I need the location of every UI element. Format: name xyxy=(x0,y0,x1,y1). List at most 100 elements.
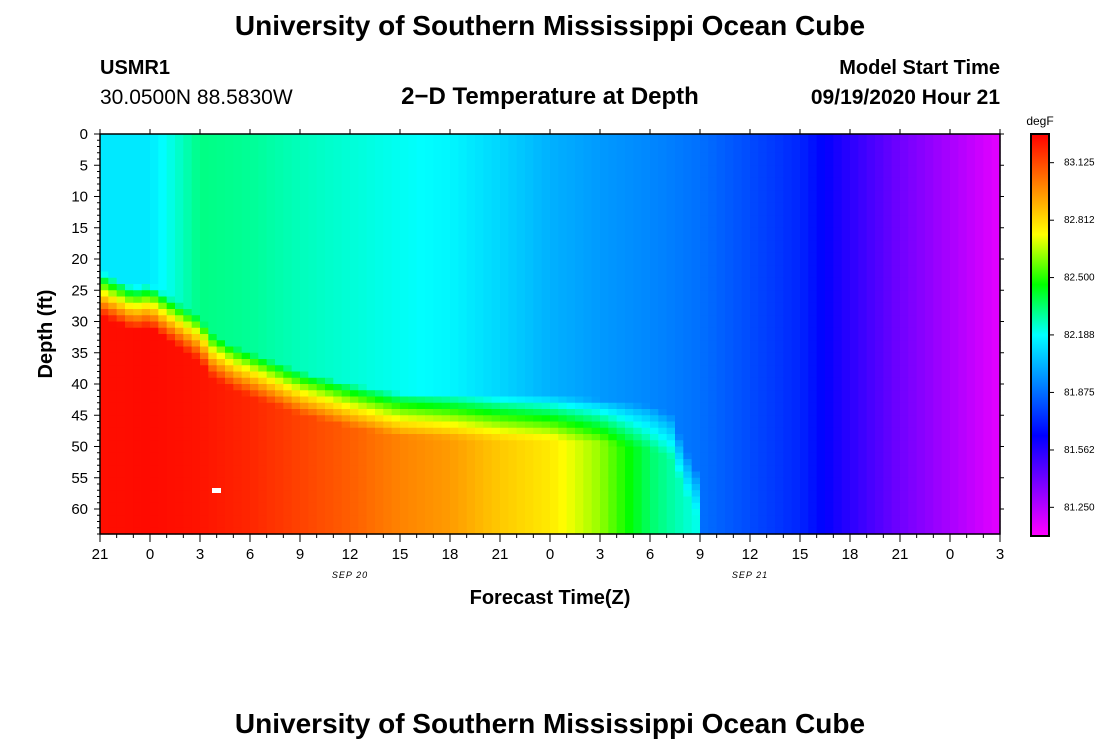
heatmap-cell xyxy=(150,527,159,535)
heatmap-cell xyxy=(533,452,543,460)
heatmap-cell xyxy=(391,459,401,466)
heatmap-cell xyxy=(566,259,576,266)
heatmap-cell xyxy=(366,515,376,523)
heatmap-cell xyxy=(316,515,326,523)
heatmap-cell xyxy=(625,202,634,210)
heatmap-cell xyxy=(591,452,601,460)
heatmap-cell xyxy=(491,240,501,248)
heatmap-cell xyxy=(316,265,326,273)
heatmap-cell xyxy=(616,290,626,298)
heatmap-cell xyxy=(283,246,293,254)
heatmap-cell xyxy=(225,252,234,260)
heatmap-cell xyxy=(183,171,193,179)
heatmap-cell xyxy=(250,365,259,373)
heatmap-cell xyxy=(441,184,451,191)
heatmap-cell xyxy=(325,296,334,304)
heatmap-cell xyxy=(650,340,659,348)
heatmap-cell xyxy=(100,402,109,410)
heatmap-cell xyxy=(450,315,459,323)
heatmap-cell xyxy=(241,309,251,316)
heatmap-cell xyxy=(208,202,218,210)
heatmap-cell xyxy=(150,477,159,485)
heatmap-cell xyxy=(541,490,551,498)
heatmap-cell xyxy=(725,446,734,454)
heatmap-cell xyxy=(616,452,626,460)
heatmap-cell xyxy=(208,465,218,473)
heatmap-cell xyxy=(483,165,493,173)
heatmap-cell xyxy=(525,252,534,260)
heatmap-cell xyxy=(441,302,451,310)
heatmap-cell xyxy=(483,140,493,148)
heatmap-cell xyxy=(558,321,568,329)
heatmap-cell xyxy=(216,446,226,454)
heatmap-cell xyxy=(183,152,193,160)
heatmap-cell xyxy=(725,434,734,441)
heatmap-cell xyxy=(650,240,659,248)
heatmap-cell xyxy=(225,327,234,335)
heatmap-cell xyxy=(608,190,618,198)
heatmap-cell xyxy=(483,377,493,385)
heatmap-cell xyxy=(650,459,659,466)
heatmap-cell xyxy=(691,390,701,398)
heatmap-cell xyxy=(708,171,718,179)
heatmap-cell xyxy=(658,340,668,348)
heatmap-cell xyxy=(633,465,643,473)
heatmap-cell xyxy=(383,365,393,373)
heatmap-cell xyxy=(675,221,684,229)
heatmap-cell xyxy=(108,152,118,160)
heatmap-cell xyxy=(141,365,151,373)
heatmap-cell xyxy=(741,165,751,173)
heatmap-cell xyxy=(425,252,434,260)
heatmap-cell xyxy=(216,409,226,416)
heatmap-cell xyxy=(375,484,384,491)
heatmap-cell xyxy=(175,277,184,285)
heatmap-cell xyxy=(208,427,218,435)
heatmap-cell xyxy=(700,327,709,335)
heatmap-cell xyxy=(358,234,368,241)
heatmap-cell xyxy=(216,184,226,191)
heatmap-cell xyxy=(375,390,384,398)
heatmap-cell xyxy=(483,277,493,285)
heatmap-cell xyxy=(633,221,643,229)
heatmap-cell xyxy=(233,465,243,473)
heatmap-cell xyxy=(116,340,126,348)
heatmap-cell xyxy=(400,390,409,398)
heatmap-cell xyxy=(291,240,301,248)
heatmap-cell xyxy=(683,277,693,285)
heatmap-cell xyxy=(425,277,434,285)
heatmap-cell xyxy=(125,140,134,148)
heatmap-cell xyxy=(158,321,168,329)
heatmap-cell xyxy=(250,277,259,285)
heatmap-cell xyxy=(291,390,301,398)
heatmap-cell xyxy=(158,496,168,504)
heatmap-cell xyxy=(725,246,734,254)
heatmap-cell xyxy=(466,202,476,210)
heatmap-cell xyxy=(191,134,201,141)
heatmap-cell xyxy=(358,159,368,166)
heatmap-cell xyxy=(150,184,159,191)
heatmap-cell xyxy=(233,484,243,491)
heatmap-cell xyxy=(575,402,584,410)
heatmap-cell xyxy=(533,165,543,173)
heatmap-cell xyxy=(325,371,334,379)
heatmap-cell xyxy=(341,434,351,441)
heatmap-cell xyxy=(358,271,368,279)
heatmap-cell xyxy=(516,390,526,398)
heatmap-cell xyxy=(616,221,626,229)
heatmap-cell xyxy=(175,215,184,223)
heatmap-cell xyxy=(700,452,709,460)
heatmap-cell xyxy=(408,340,418,348)
heatmap-cell xyxy=(233,240,243,248)
heatmap-cell xyxy=(433,177,443,185)
heatmap-cell xyxy=(466,240,476,248)
heatmap-cell xyxy=(475,359,484,366)
heatmap-cell xyxy=(741,277,751,285)
heatmap-cell xyxy=(708,146,718,154)
heatmap-cell xyxy=(508,477,518,485)
heatmap-cell xyxy=(350,465,359,473)
heatmap-cell xyxy=(308,196,318,204)
heatmap-cell xyxy=(416,477,426,485)
heatmap-cell xyxy=(408,521,418,529)
heatmap-cell xyxy=(466,340,476,348)
heatmap-cell xyxy=(383,465,393,473)
